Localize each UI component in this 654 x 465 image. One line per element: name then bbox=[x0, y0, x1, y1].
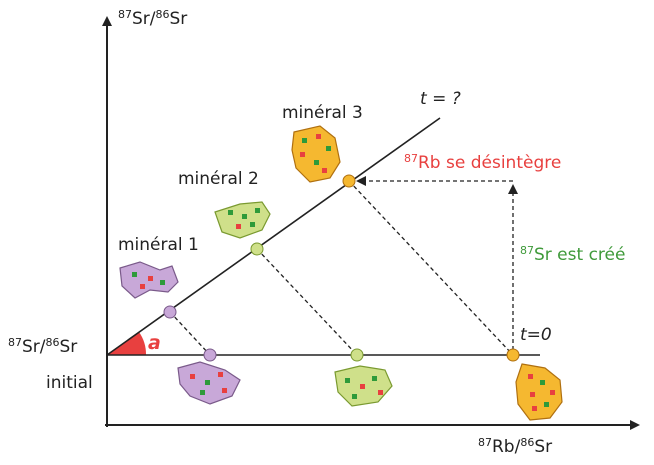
crystal bbox=[302, 138, 307, 143]
point bbox=[351, 349, 363, 361]
isochron-label: t = ? bbox=[420, 89, 461, 109]
crystal bbox=[236, 224, 241, 229]
y-axis-label: 87Sr/86Sr bbox=[118, 8, 187, 29]
evolution-line bbox=[349, 181, 513, 355]
crystal bbox=[372, 376, 377, 381]
crystal bbox=[250, 222, 255, 227]
angle-label: a bbox=[148, 332, 161, 354]
creation-annotation: 87Sr est créé bbox=[520, 244, 625, 265]
isochron-diagram: 87Sr/86Sr 87Rb/86Sr 87Sr/86Sr initial a … bbox=[0, 0, 654, 465]
evolution-line bbox=[170, 312, 210, 355]
crystal bbox=[528, 374, 533, 379]
crystal bbox=[540, 380, 545, 385]
crystal bbox=[218, 372, 223, 377]
crystal bbox=[326, 146, 331, 151]
decay-annotation: 87Rb se désintègre bbox=[404, 152, 561, 173]
x-axis-label: 87Rb/86Sr bbox=[478, 436, 552, 457]
evolution-line bbox=[257, 249, 357, 355]
crystal bbox=[160, 280, 165, 285]
crystal bbox=[190, 374, 195, 379]
crystal bbox=[345, 378, 350, 383]
crystal bbox=[148, 276, 153, 281]
crystal bbox=[322, 168, 327, 173]
crystal bbox=[242, 214, 247, 219]
mineral-label: minéral 3 bbox=[282, 103, 363, 123]
mineral-label: minéral 1 bbox=[118, 235, 199, 255]
crystal bbox=[550, 390, 555, 395]
point bbox=[164, 306, 176, 318]
crystal bbox=[228, 210, 233, 215]
crystal bbox=[544, 402, 549, 407]
crystal bbox=[200, 390, 205, 395]
crystal bbox=[300, 152, 305, 157]
crystal bbox=[378, 390, 383, 395]
crystal bbox=[132, 272, 137, 277]
initial-word: initial bbox=[46, 373, 93, 393]
crystal bbox=[205, 380, 210, 385]
point bbox=[204, 349, 216, 361]
crystal bbox=[530, 392, 535, 397]
crystal bbox=[314, 160, 319, 165]
point bbox=[251, 243, 263, 255]
crystal bbox=[222, 388, 227, 393]
point bbox=[507, 349, 519, 361]
isochron-label: t=0 bbox=[520, 325, 552, 345]
crystal bbox=[352, 394, 357, 399]
mineral-label: minéral 2 bbox=[178, 169, 259, 189]
crystal bbox=[360, 384, 365, 389]
crystal bbox=[140, 284, 145, 289]
crystal bbox=[316, 134, 321, 139]
crystal bbox=[532, 406, 537, 411]
crystal bbox=[255, 208, 260, 213]
point bbox=[343, 175, 355, 187]
initial-ratio-label: 87Sr/86Sr bbox=[8, 336, 77, 357]
